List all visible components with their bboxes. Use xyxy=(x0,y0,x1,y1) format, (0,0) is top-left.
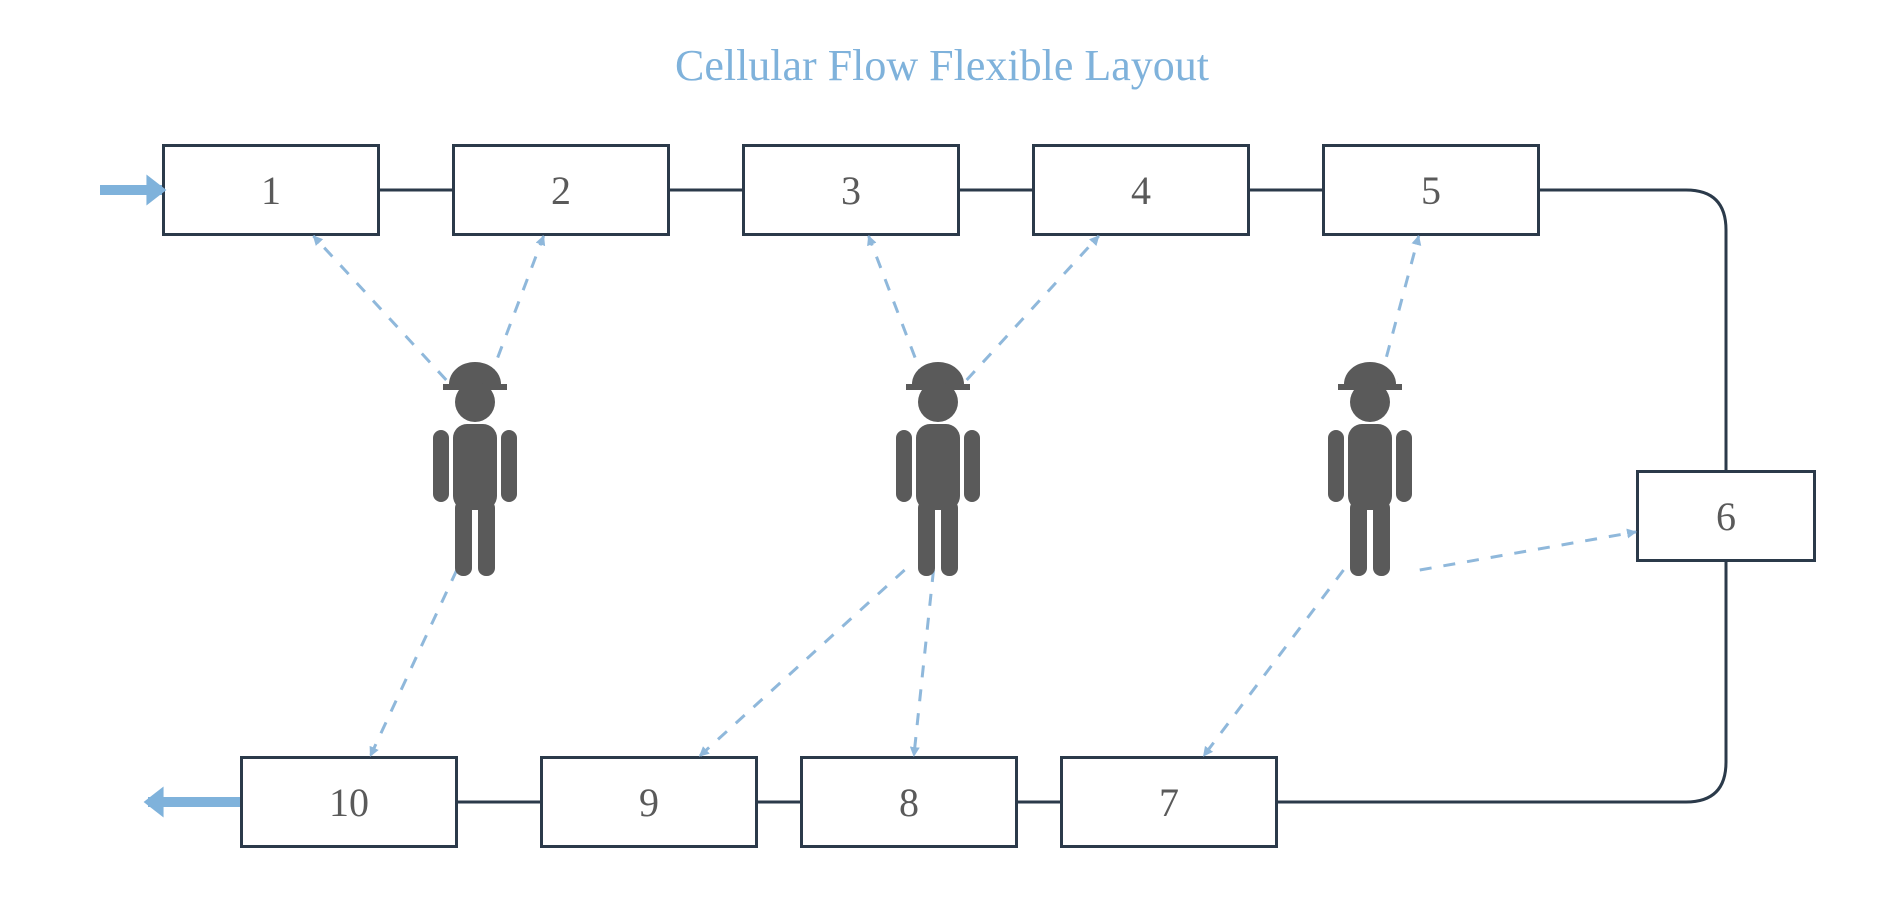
flow-arrows xyxy=(100,174,240,817)
workers xyxy=(433,362,1412,576)
station-label: 8 xyxy=(899,779,919,826)
station-3: 3 xyxy=(742,144,960,236)
station-8: 8 xyxy=(800,756,1018,848)
station-label: 3 xyxy=(841,167,861,214)
worker-icon xyxy=(896,362,980,576)
station-label: 9 xyxy=(639,779,659,826)
station-label: 7 xyxy=(1159,779,1179,826)
worker-icon xyxy=(433,362,517,576)
station-7: 7 xyxy=(1060,756,1278,848)
station-5: 5 xyxy=(1322,144,1540,236)
assignment-arrows xyxy=(313,236,1636,756)
worker-icon xyxy=(1328,362,1412,576)
station-label: 2 xyxy=(551,167,571,214)
station-10: 10 xyxy=(240,756,458,848)
station-label: 10 xyxy=(329,779,369,826)
station-label: 6 xyxy=(1716,493,1736,540)
flow-connectors xyxy=(380,190,1856,802)
station-label: 4 xyxy=(1131,167,1151,214)
station-4: 4 xyxy=(1032,144,1250,236)
station-6: 6 xyxy=(1636,470,1816,562)
diagram-title: Cellular Flow Flexible Layout xyxy=(0,40,1884,91)
station-label: 1 xyxy=(261,167,281,214)
station-9: 9 xyxy=(540,756,758,848)
station-label: 5 xyxy=(1421,167,1441,214)
station-2: 2 xyxy=(452,144,670,236)
station-1: 1 xyxy=(162,144,380,236)
